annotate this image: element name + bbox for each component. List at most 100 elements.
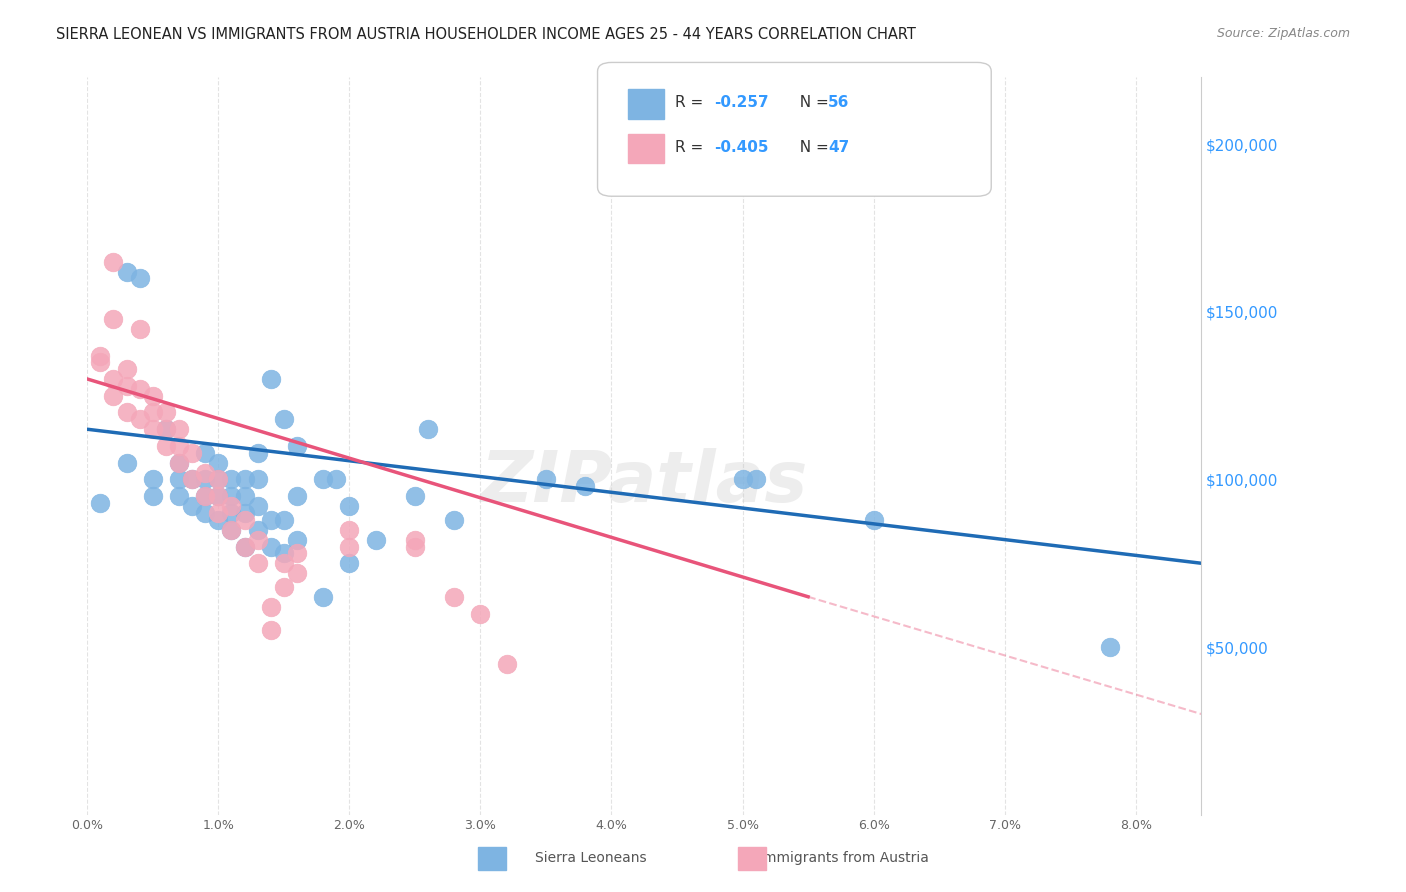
Point [246,556,269,570]
Text: ZIPatlas: ZIPatlas [481,449,808,517]
Text: R =: R = [675,95,709,110]
Point [207,473,229,487]
Point [285,546,308,560]
Point [260,513,283,527]
Text: SIERRA LEONEAN VS IMMIGRANTS FROM AUSTRIA HOUSEHOLDER INCOME AGES 25 - 44 YEARS : SIERRA LEONEAN VS IMMIGRANTS FROM AUSTRI… [56,27,917,42]
Point [285,566,308,581]
Point [221,473,243,487]
Point [221,489,243,503]
Text: -0.257: -0.257 [714,95,769,110]
Point [207,489,229,503]
Point [128,271,150,285]
Point [194,489,217,503]
Point [167,422,190,436]
Point [285,439,308,453]
Point [181,473,204,487]
Point [181,446,204,460]
Point [273,513,295,527]
Point [103,372,125,386]
Point [273,412,295,426]
Point [89,355,111,369]
Point [142,422,165,436]
Point [246,473,269,487]
Point [233,513,256,527]
Point [142,489,165,503]
Point [273,580,295,594]
Point [233,489,256,503]
Point [221,523,243,537]
Text: Sierra Leoneans: Sierra Leoneans [534,851,647,865]
Point [260,599,283,614]
Point [221,506,243,520]
Text: -0.405: -0.405 [714,140,769,154]
Point [115,405,138,419]
Point [1098,640,1121,654]
Point [115,456,138,470]
Point [404,540,426,554]
Point [128,382,150,396]
Point [103,311,125,326]
Point [181,473,204,487]
Point [233,540,256,554]
Text: Source: ZipAtlas.com: Source: ZipAtlas.com [1216,27,1350,40]
Point [337,500,360,514]
Point [155,439,177,453]
Point [233,506,256,520]
Point [337,523,360,537]
Point [273,546,295,560]
Point [167,473,190,487]
Point [337,556,360,570]
Point [285,533,308,547]
Text: N =: N = [790,140,834,154]
Point [443,590,465,604]
Point [260,624,283,638]
Point [470,607,492,621]
Point [364,533,387,547]
Point [115,362,138,376]
Point [142,405,165,419]
Point [273,556,295,570]
Point [194,489,217,503]
Point [181,500,204,514]
Point [443,513,465,527]
Point [194,466,217,480]
Point [167,456,190,470]
Point [574,479,596,493]
Point [495,657,517,671]
Point [207,456,229,470]
Point [207,473,229,487]
Point [167,456,190,470]
Point [142,389,165,403]
Point [142,473,165,487]
Point [337,540,360,554]
Text: Immigrants from Austria: Immigrants from Austria [759,851,928,865]
Point [312,590,335,604]
Point [731,473,754,487]
Point [221,523,243,537]
Point [534,473,557,487]
Point [207,489,229,503]
Text: 47: 47 [828,140,849,154]
Point [260,540,283,554]
Point [404,489,426,503]
Point [128,322,150,336]
Point [194,473,217,487]
Point [246,500,269,514]
Point [744,473,766,487]
Point [167,489,190,503]
Point [404,533,426,547]
Point [285,489,308,503]
Text: 56: 56 [828,95,849,110]
Point [167,439,190,453]
Point [221,500,243,514]
Point [325,473,347,487]
Point [246,533,269,547]
Point [155,422,177,436]
Point [246,446,269,460]
Point [260,372,283,386]
Point [103,254,125,268]
Text: R =: R = [675,140,709,154]
Point [115,378,138,392]
Point [207,506,229,520]
Point [233,540,256,554]
